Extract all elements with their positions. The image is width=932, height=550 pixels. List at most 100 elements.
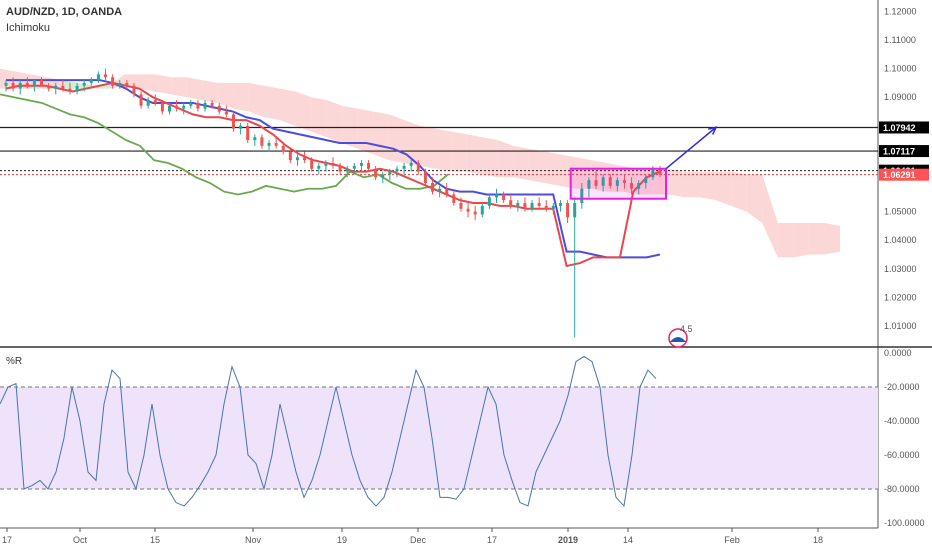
candle-body	[168, 105, 171, 112]
candle-body	[175, 105, 179, 109]
candle-body	[303, 157, 307, 161]
oscillator-tick-label: -60.0000	[884, 450, 920, 460]
candle-body	[409, 162, 413, 166]
candle-body	[32, 80, 36, 86]
price-tick-label: 1.03000	[884, 264, 917, 274]
candle-body	[452, 194, 456, 204]
ichimoku-cloud-segment	[171, 77, 187, 98]
ichimoku-cloud-segment	[622, 165, 638, 195]
candle-body	[139, 94, 143, 106]
candle-body	[630, 183, 634, 189]
candle-body	[47, 85, 51, 89]
ichimoku-cloud-segment	[793, 223, 809, 258]
ichimoku-cloud-segment	[824, 223, 840, 255]
candle-body	[68, 88, 72, 92]
candle-body	[509, 200, 513, 206]
time-tick-label: 18	[813, 535, 823, 545]
ichimoku-cloud-segment	[388, 114, 405, 163]
candle-body	[118, 82, 122, 86]
candle-body	[637, 183, 641, 189]
candle-body	[75, 85, 79, 92]
candle-body	[516, 203, 520, 206]
candle-body	[551, 205, 555, 209]
candle-body	[260, 137, 264, 146]
oscillator-tick-label: 0.0000	[884, 348, 912, 358]
ichimoku-cloud-segment	[326, 100, 343, 143]
candle-body	[352, 165, 356, 169]
price-tick-label: 1.04000	[884, 235, 917, 245]
price-level-tag	[879, 121, 929, 134]
indicator-label: Ichimoku	[6, 22, 51, 34]
candle-body	[239, 125, 243, 129]
candle-body	[196, 102, 200, 109]
time-tick-label: 15	[150, 535, 160, 545]
candle-body	[367, 162, 371, 169]
ichimoku-cloud-segment	[373, 111, 389, 161]
candle-body	[502, 194, 506, 201]
ichimoku-cloud-segment	[280, 88, 296, 126]
price-level-tag	[879, 145, 929, 158]
time-tick-label: 2019	[558, 535, 578, 545]
ichimoku-cloud-segment	[248, 82, 265, 118]
candle-body	[601, 177, 605, 186]
candle-body	[125, 82, 129, 86]
oscillator-tick-label: -40.0000	[884, 416, 920, 426]
candle-body	[253, 137, 257, 141]
ichimoku-cloud-segment	[513, 145, 529, 181]
candle-body	[487, 197, 491, 206]
candle-body	[381, 174, 385, 178]
candle-body	[331, 162, 335, 166]
ichimoku-cloud-segment	[700, 171, 716, 201]
ichimoku-cloud-segment	[482, 137, 498, 178]
candle-body	[4, 82, 8, 86]
ichimoku-cloud-segment	[264, 85, 280, 121]
rating-badge-label: 4.5	[680, 324, 693, 334]
candle-body	[651, 168, 655, 178]
candle-body	[658, 168, 662, 175]
price-tick-label: 1.05000	[884, 207, 917, 217]
ichimoku-cloud-segment	[420, 125, 436, 169]
candle-body	[345, 168, 349, 172]
candle-body	[203, 102, 207, 109]
candle-body	[160, 102, 164, 112]
oscillator-tick-label: -100.0000	[884, 518, 925, 528]
price-tick-label: 1.10000	[884, 64, 917, 74]
oscillator-tick-label: -80.0000	[884, 484, 920, 494]
price-tick-label: 1.01000	[884, 321, 917, 331]
price-tick-label: 1.11000	[884, 35, 916, 45]
price-level-tag-label: 1.07942	[883, 123, 916, 133]
candle-body	[495, 194, 498, 198]
time-tick-label: 19	[337, 535, 347, 545]
candle-body	[96, 74, 100, 81]
candle-body	[644, 177, 648, 184]
candle-body	[217, 105, 221, 112]
oscillator-label: %R	[6, 356, 23, 367]
ichimoku-cloud-segment	[186, 77, 203, 101]
ichimoku-cloud-segment	[731, 171, 747, 212]
candle-body	[388, 171, 392, 175]
candle-body	[338, 165, 342, 172]
ichimoku-cloud-segment	[435, 128, 452, 172]
ichimoku-cloud-segment	[746, 174, 763, 224]
candle-body	[459, 203, 463, 209]
candle-body	[153, 100, 157, 103]
candle-body	[416, 162, 420, 172]
candle-body	[324, 162, 328, 166]
candle-body	[182, 105, 186, 109]
candle-body	[466, 208, 470, 212]
ichimoku-cloud-segment	[404, 120, 420, 166]
candle-body	[61, 85, 65, 89]
ichimoku-cloud-segment	[777, 223, 794, 258]
price-level-tag-label: 1.06291	[883, 170, 916, 180]
candle-body	[608, 177, 612, 186]
candle-body	[146, 100, 150, 106]
candle-body	[566, 203, 570, 218]
candle-body	[295, 157, 299, 161]
williams-band	[0, 387, 878, 489]
candle-body	[104, 74, 108, 78]
price-tick-label: 1.09000	[884, 92, 917, 102]
candle-body	[281, 145, 285, 152]
candle-body	[189, 102, 193, 106]
